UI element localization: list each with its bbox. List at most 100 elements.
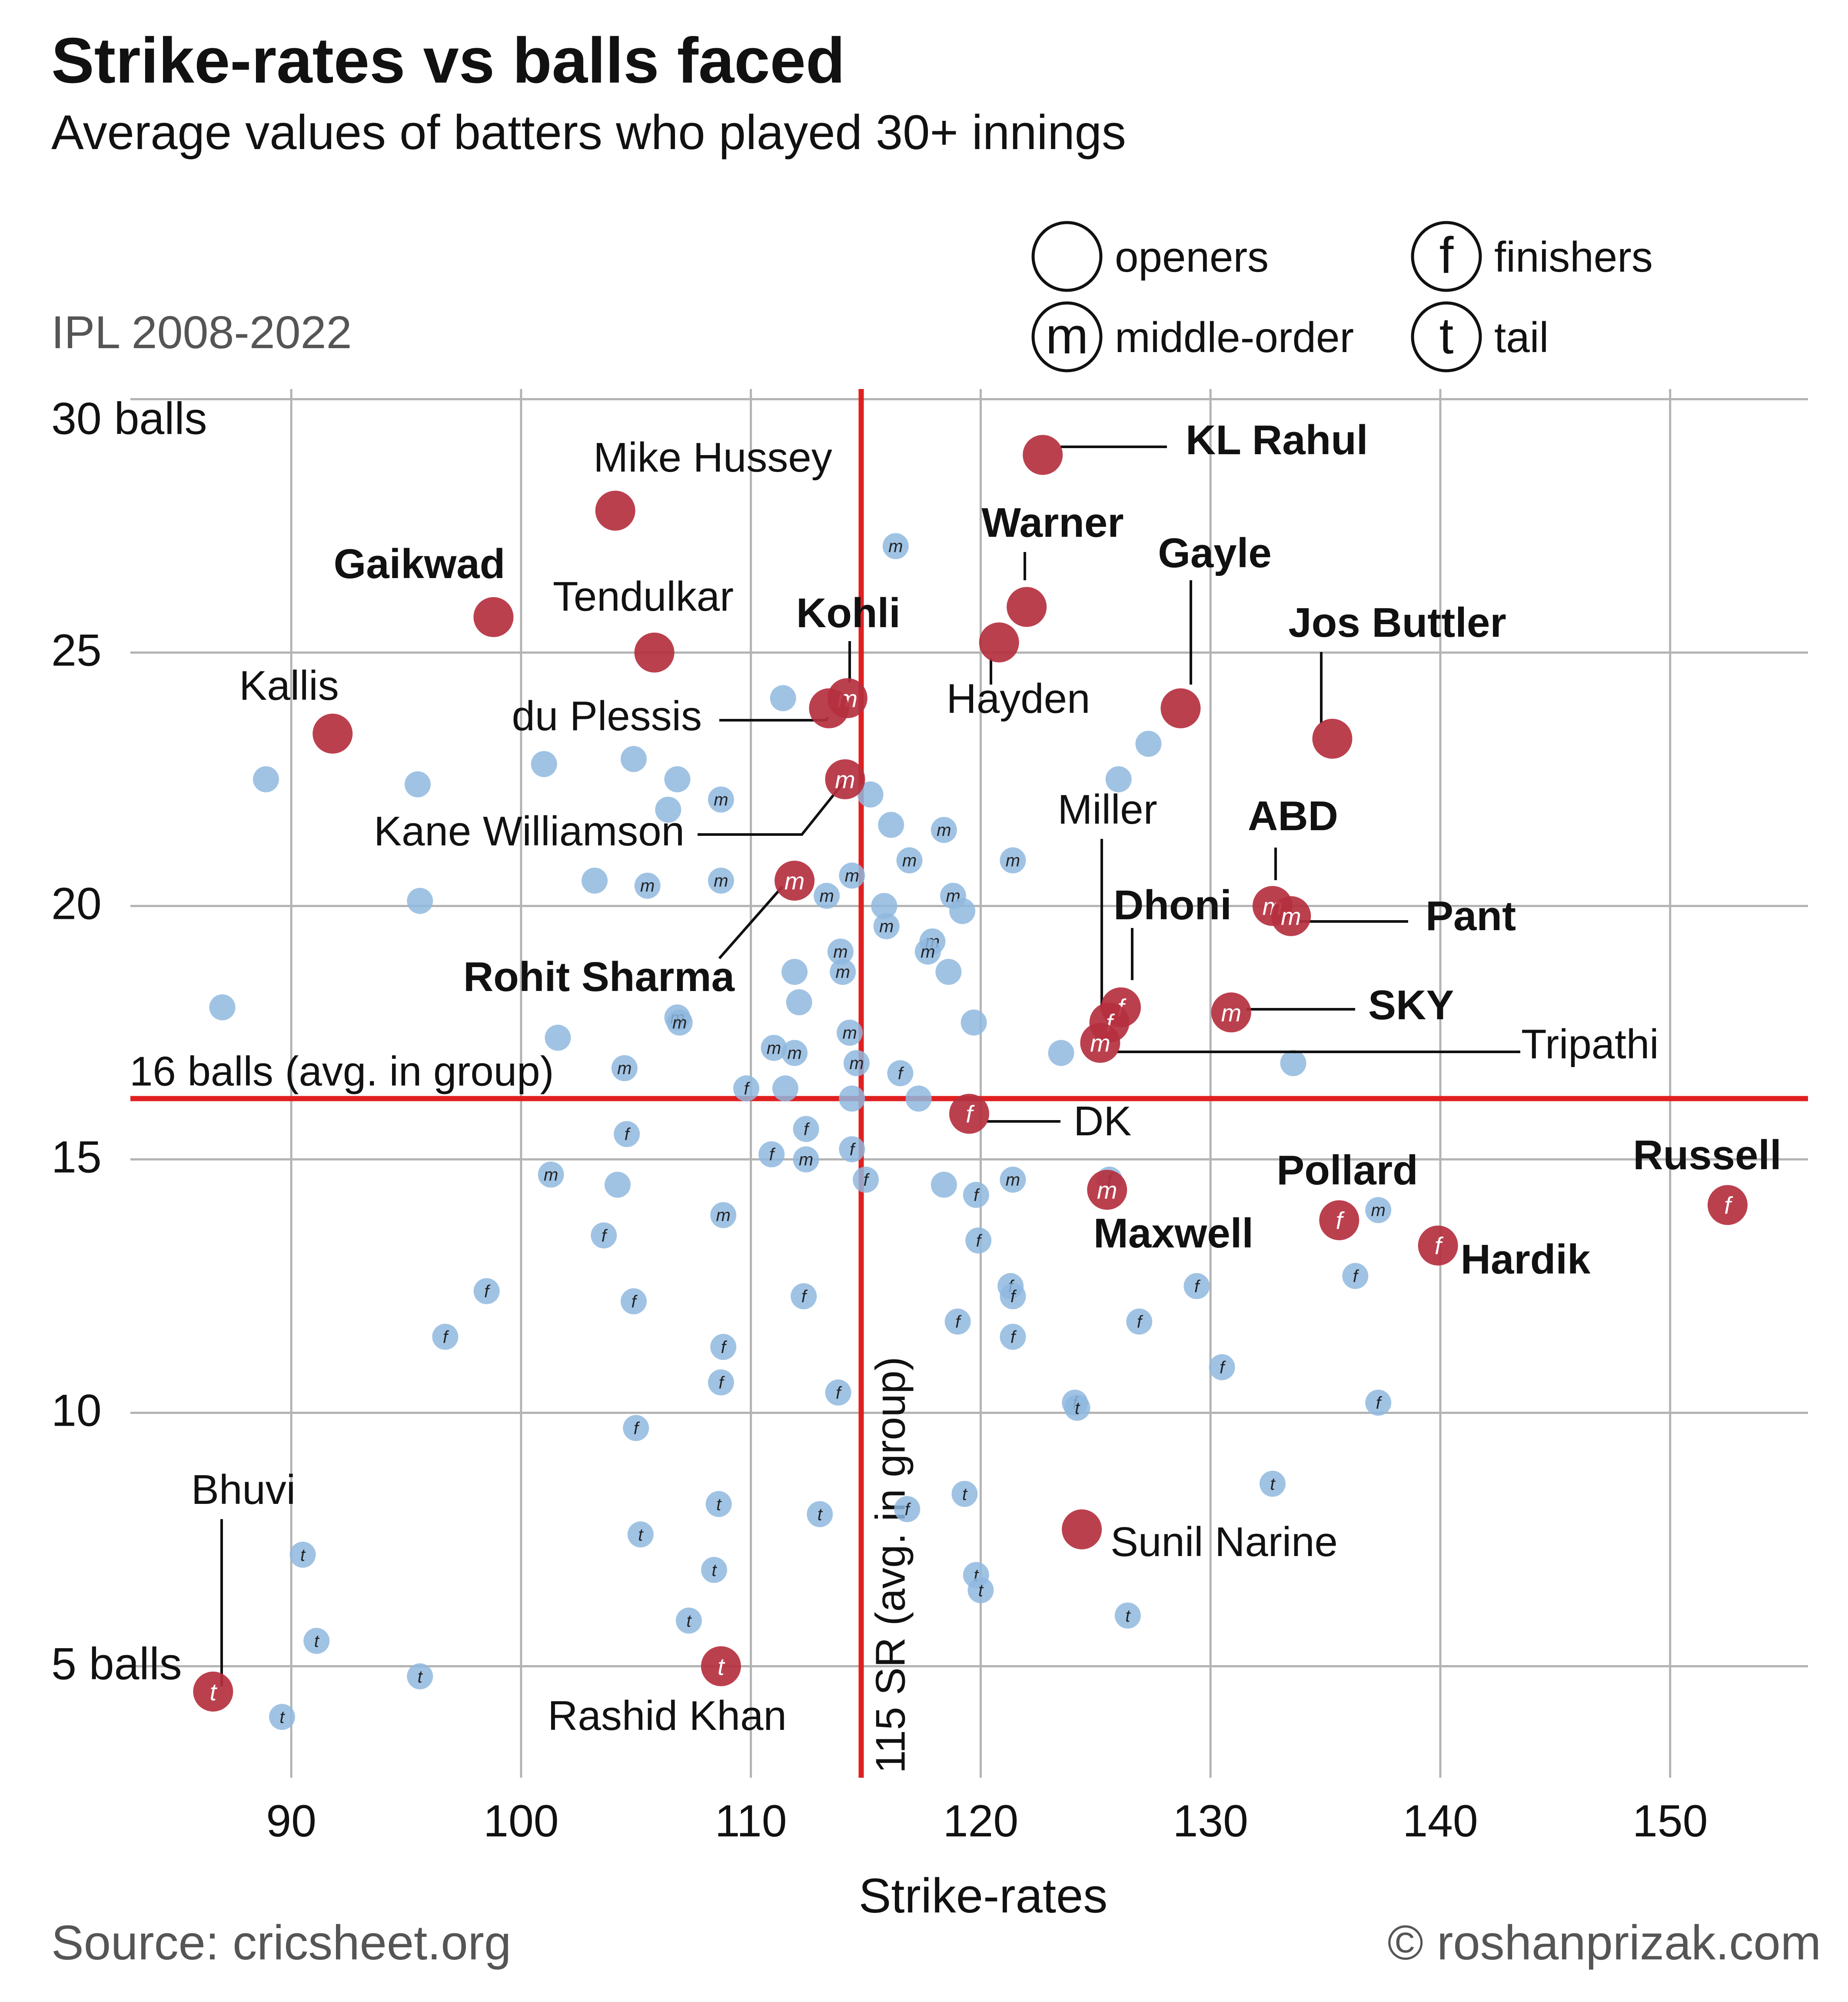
batter-tendulkar-marker (634, 632, 675, 673)
other-batter-opener-56 (604, 1171, 631, 1198)
other-batter-middle-order-8-role: m (714, 791, 728, 810)
batter-hardik-marker (1418, 1225, 1458, 1266)
other-batter-opener-49 (905, 1085, 932, 1112)
other-batter-opener-41 (1048, 1040, 1074, 1066)
other-batter-opener-3 (253, 766, 279, 792)
batter-sky-marker (1211, 992, 1251, 1033)
y-tick-label-25: 25 (51, 625, 102, 675)
highlighted-batters: mmmmmffmmfmffftt (193, 435, 1748, 1712)
other-batter-finisher-67 (473, 1278, 500, 1304)
other-batter-opener-58 (931, 1171, 957, 1198)
batter-pollard-marker (1319, 1200, 1359, 1240)
other-batter-middle-order-44 (843, 1050, 870, 1076)
other-batter-finisher-76 (1126, 1308, 1153, 1335)
x-tick-label-100: 100 (483, 1796, 559, 1846)
other-batter-middle-order-15 (896, 847, 923, 874)
other-batter-middle-order-39-role: m (767, 1039, 781, 1058)
y-tick-label-5: 5 balls (51, 1639, 182, 1689)
other-batter-middle-order-62 (1365, 1197, 1392, 1224)
other-batter-tail-90-role: t (638, 1525, 644, 1544)
other-batter-tail-95-role: t (1125, 1606, 1131, 1626)
other-batter-tail-82-role: t (1075, 1399, 1080, 1418)
batter-kallis-marker (312, 713, 353, 754)
other-batter-middle-order-18-role: m (640, 877, 655, 896)
reference-label-vertical: 115 SR (avg. in group) (867, 1357, 914, 1773)
other-batter-middle-order-43-role: m (617, 1059, 632, 1078)
other-batter-finisher-77 (710, 1334, 737, 1360)
batter-sky-role: m (1221, 999, 1241, 1026)
legend-finishers-symbol (1411, 221, 1482, 292)
reference-lines: 16 balls (avg. in group) 115 SR (avg. in … (130, 389, 1808, 1778)
other-batter-middle-order-40-role: m (787, 1044, 801, 1063)
other-batter-tail-92-role: t (712, 1561, 718, 1580)
other-batter-finisher-71 (1000, 1283, 1026, 1310)
other-batter-finisher-83 (1365, 1390, 1392, 1416)
other-batter-middle-order-60-role: m (1006, 1171, 1020, 1190)
credit-note: © roshanprizak.com (1387, 1916, 1821, 1970)
other-batter-tail-82 (1064, 1394, 1090, 1421)
other-batter-tail-91 (289, 1541, 316, 1568)
y-tick-label-30: 30 balls (51, 393, 207, 444)
other-batter-opener-28 (935, 958, 962, 985)
other-batter-opener-12 (878, 811, 904, 838)
other-batter-opener-22 (871, 893, 897, 919)
label-leaders (220, 446, 1520, 1686)
other-batter-finisher-75 (1000, 1324, 1026, 1350)
other-batter-tail-96-role: t (686, 1612, 692, 1631)
batter-russell-marker (1707, 1185, 1748, 1225)
other-batter-opener-48 (839, 1085, 865, 1112)
batter-gaikwad-marker (473, 597, 514, 637)
batter-kane-williamson-label: Kane Williamson (374, 808, 685, 855)
batter-hayden-marker (979, 622, 1019, 663)
batter-kohli-label: Kohli (796, 590, 901, 636)
legend: openers f finishers m middle-order t tail (1031, 221, 1653, 372)
batter-tripathi-role: m (1090, 1029, 1110, 1057)
other-batter-tail-97-role: t (314, 1632, 320, 1651)
other-batter-tail-88-role: t (818, 1505, 823, 1524)
chart-title: Strike-rates vs balls faced (51, 25, 845, 96)
other-batter-finisher-46 (733, 1075, 760, 1102)
batter-gayle-marker (1160, 688, 1201, 728)
other-batter-tail-95 (1114, 1602, 1141, 1629)
other-batter-tail-90 (627, 1521, 654, 1548)
x-axis-title: Strike-rates (859, 1869, 1108, 1923)
other-batter-opener-47 (772, 1075, 798, 1102)
other-batter-opener-1 (770, 685, 796, 712)
other-batter-middle-order-55-role: m (544, 1165, 558, 1184)
batter-mike-hussey-label: Mike Hussey (593, 434, 832, 481)
other-batter-middle-order-0-role: m (888, 537, 903, 556)
batter-kallis-label: Kallis (239, 662, 339, 709)
batter-rashid-khan-label: Rashid Khan (548, 1693, 787, 1739)
legend-tail-symbol-letter: t (1439, 307, 1454, 365)
batter-du-plessis-label: du Plessis (512, 693, 702, 739)
other-batter-tail-91-role: t (300, 1546, 306, 1565)
other-batter-finisher-66 (1342, 1263, 1369, 1289)
other-batter-finisher-59 (963, 1182, 989, 1208)
batter-gaikwad-label: Gaikwad (334, 541, 505, 587)
other-batter-middle-order-27-role: m (921, 942, 935, 961)
batter-maxwell-role: m (1097, 1176, 1117, 1204)
legend-finishers-symbol-letter: f (1439, 227, 1454, 284)
batter-dk-label: DK (1074, 1098, 1131, 1144)
y-tick-label-15: 15 (51, 1132, 102, 1182)
other-batter-middle-order-20-role: m (820, 887, 834, 906)
reference-label-horizontal: 16 balls (avg. in group) (130, 1048, 554, 1094)
batter-hayden-label: Hayden (947, 675, 1090, 722)
other-batter-middle-order-63 (710, 1202, 737, 1228)
other-batter-middle-order-54 (793, 1146, 819, 1173)
other-batter-middle-order-19 (708, 868, 734, 894)
batter-mike-hussey-marker (595, 490, 635, 531)
other-batter-finisher-51 (793, 1116, 819, 1142)
batter-labels: KL Rahul Mike Hussey Warner Hayden Gaikwad Te… (191, 417, 1782, 1739)
batter-bhuvi-label: Bhuvi (191, 1467, 296, 1513)
other-batter-middle-order-23-role: m (879, 917, 894, 936)
other-batter-middle-order-44-role: m (849, 1054, 864, 1073)
other-batter-middle-order-30 (827, 938, 854, 965)
legend-openers-label: openers (1115, 233, 1269, 281)
batter-rohit-sharma-role: m (784, 867, 805, 895)
batter-bhuvi-role: t (210, 1678, 218, 1706)
batter-sky-label: SKY (1368, 982, 1454, 1028)
x-tick-label-150: 150 (1632, 1796, 1708, 1846)
other-batter-opener-37 (545, 1024, 571, 1051)
other-batter-tail-99 (269, 1704, 295, 1730)
